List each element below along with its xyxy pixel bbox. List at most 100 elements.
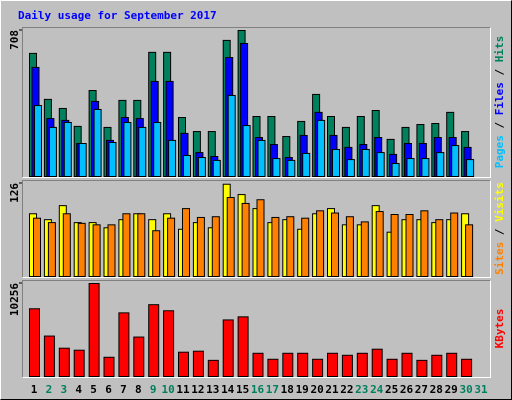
bar xyxy=(302,152,311,178)
bar xyxy=(29,308,40,377)
bar xyxy=(390,214,399,277)
x-tick-label: 5 xyxy=(90,383,97,396)
bar xyxy=(48,126,57,178)
legend-entry: Sites xyxy=(493,242,506,275)
x-tick-label: 14 xyxy=(221,383,235,396)
x-tick-label: 22 xyxy=(340,383,353,396)
bar xyxy=(401,352,413,378)
x-tick-label: 21 xyxy=(325,383,339,396)
y-tick-label: 126 xyxy=(8,183,21,203)
bar xyxy=(107,224,116,277)
panel-border-dark xyxy=(22,280,491,378)
x-tick-label: 8 xyxy=(135,383,142,396)
bar xyxy=(92,224,101,277)
bar xyxy=(241,202,250,277)
y-tick-label: 708 xyxy=(8,30,21,50)
legend-entry: Visits xyxy=(493,182,506,222)
bar xyxy=(391,163,400,177)
bar xyxy=(133,336,145,378)
bar xyxy=(182,208,190,278)
legend-separator: / xyxy=(493,222,506,242)
x-tick-label: 15 xyxy=(236,383,249,396)
bar xyxy=(138,126,147,178)
x-tick-label: 7 xyxy=(120,383,127,396)
bar xyxy=(103,356,115,377)
x-tick-label: 28 xyxy=(430,383,443,396)
x-tick-label: 24 xyxy=(370,383,384,396)
bar xyxy=(431,354,443,377)
bar xyxy=(356,352,368,378)
x-tick-label: 30 xyxy=(459,383,472,396)
bar xyxy=(252,352,264,378)
bar xyxy=(123,121,132,177)
bar xyxy=(153,121,162,177)
bar xyxy=(207,359,219,377)
bar xyxy=(196,216,205,277)
bar xyxy=(108,141,117,178)
bar xyxy=(33,217,41,277)
bar xyxy=(192,350,204,377)
bar xyxy=(461,358,473,377)
bar xyxy=(420,210,429,277)
panel-border-light xyxy=(22,280,491,378)
bar xyxy=(376,152,385,178)
bar xyxy=(163,310,175,377)
y-tick-label: 10256 xyxy=(8,283,21,316)
bar xyxy=(226,197,235,277)
legend-entry: Pages xyxy=(493,135,506,168)
x-tick-label: 23 xyxy=(355,383,368,396)
bar xyxy=(331,212,339,277)
bar xyxy=(178,351,189,377)
bar xyxy=(197,157,206,177)
x-tick-label: 6 xyxy=(105,383,112,396)
x-tick-label: 29 xyxy=(445,383,458,396)
bar xyxy=(211,216,220,277)
x-tick-label: 26 xyxy=(400,383,414,396)
bar xyxy=(450,212,459,277)
bar xyxy=(271,216,280,277)
x-tick-label: 2 xyxy=(46,383,53,396)
x-tick-label: 11 xyxy=(176,383,190,396)
legend: Pages / Files / Hits xyxy=(493,36,506,169)
bar xyxy=(405,214,414,277)
bar xyxy=(406,158,415,178)
bar xyxy=(183,154,191,177)
legend-entry: Hits xyxy=(493,36,506,63)
bar xyxy=(375,211,384,277)
bar xyxy=(73,349,85,377)
bar xyxy=(360,221,369,277)
x-tick-label: 1 xyxy=(31,383,38,396)
bar xyxy=(421,158,430,178)
bar xyxy=(137,213,146,277)
bar xyxy=(77,222,86,278)
x-tick-label: 16 xyxy=(251,383,265,396)
bar xyxy=(371,348,383,377)
x-tick-label: 31 xyxy=(474,383,488,396)
bar xyxy=(257,139,266,177)
bar xyxy=(436,152,445,178)
bar xyxy=(361,148,370,177)
bar xyxy=(78,143,87,177)
bar xyxy=(466,159,475,177)
bar xyxy=(312,358,324,377)
bar xyxy=(222,319,234,377)
bar xyxy=(122,213,131,277)
bar xyxy=(242,125,251,177)
x-tick-label: 19 xyxy=(296,383,309,396)
bar xyxy=(58,347,70,378)
bar xyxy=(287,159,296,177)
x-tick-label: 3 xyxy=(60,383,67,396)
bar xyxy=(327,352,338,378)
bar xyxy=(118,312,130,377)
bar xyxy=(286,216,295,277)
bar xyxy=(93,108,102,177)
bar xyxy=(332,148,340,177)
bar xyxy=(167,217,176,277)
x-tick-label: 4 xyxy=(75,383,82,396)
legend: KBytes xyxy=(493,309,506,349)
bar xyxy=(346,159,355,177)
x-tick-label: 18 xyxy=(281,383,294,396)
